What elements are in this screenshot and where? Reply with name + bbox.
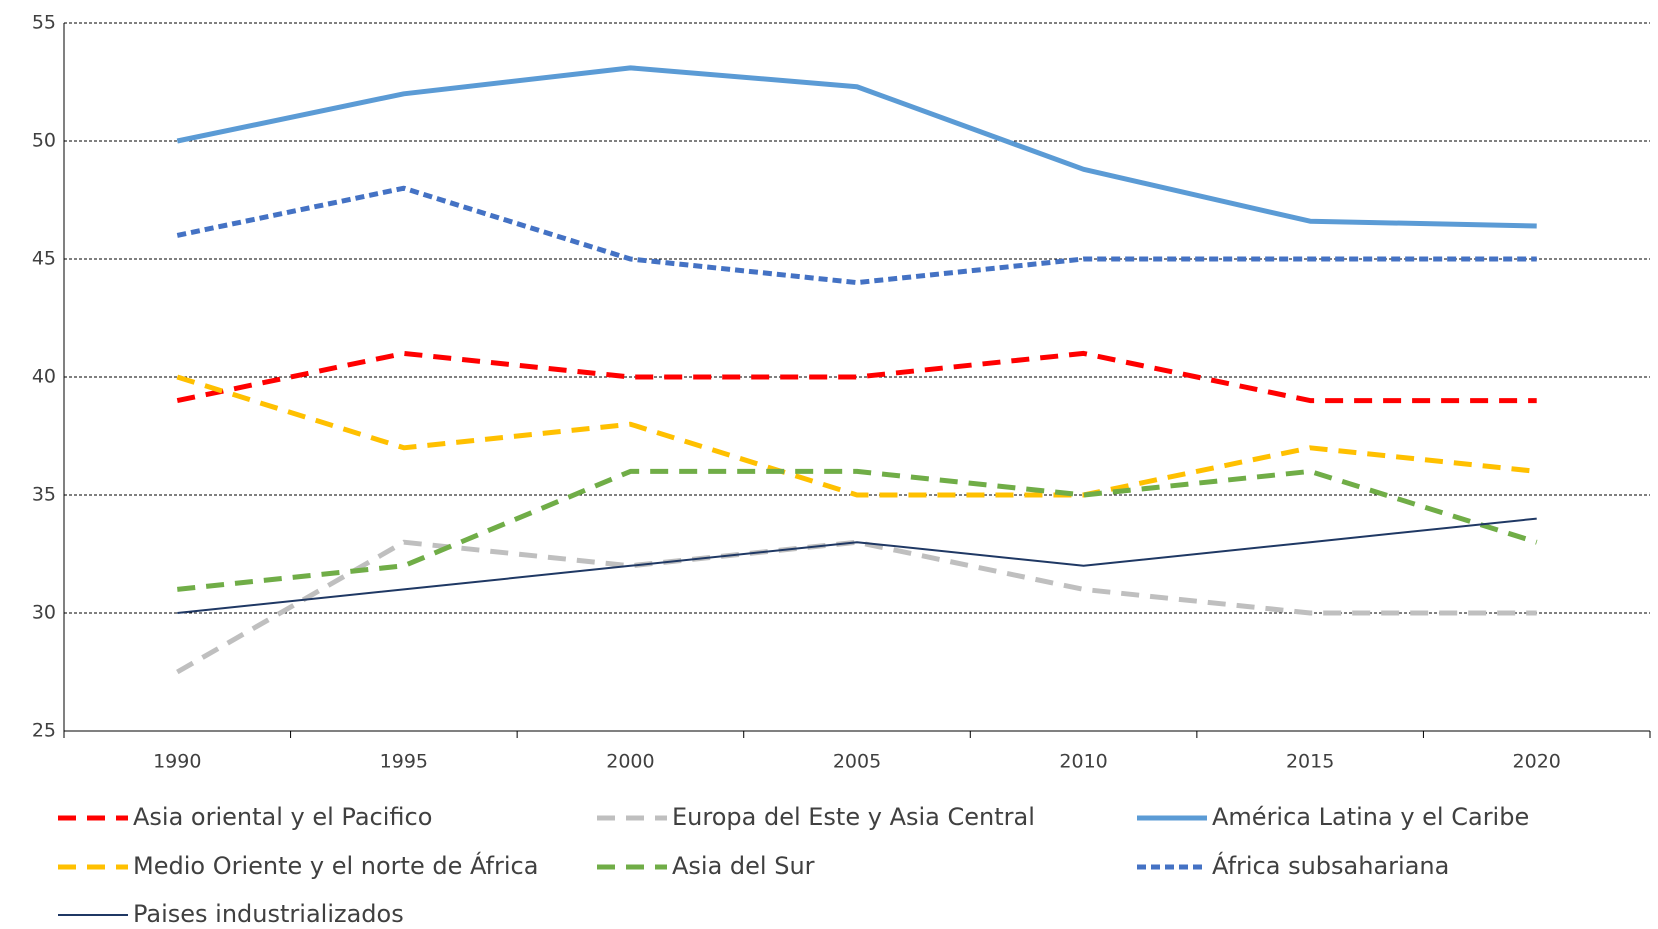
legend-label: Asia del Sur xyxy=(672,852,815,880)
y-tick-label: 40 xyxy=(32,366,56,388)
x-tick-label: 2000 xyxy=(606,751,654,773)
series-line xyxy=(176,65,1537,229)
x-tick-label: 2020 xyxy=(1513,751,1561,773)
legend-label: Europa del Este y Asia Central xyxy=(672,803,1035,831)
series-line xyxy=(177,468,1538,592)
series-line xyxy=(177,517,1537,614)
y-tick-label: 50 xyxy=(32,130,56,152)
y-tick-label: 35 xyxy=(32,484,56,506)
x-tick-label: 2015 xyxy=(1286,751,1334,773)
x-tick-label: 2005 xyxy=(833,751,881,773)
legend-label: Medio Oriente y el norte de África xyxy=(133,851,538,880)
x-tick-label: 1990 xyxy=(153,751,201,773)
y-tick-label: 25 xyxy=(32,720,56,742)
x-tick-label: 1995 xyxy=(380,751,428,773)
y-tick-label: 55 xyxy=(32,12,56,34)
y-tick-label: 45 xyxy=(32,248,56,270)
series-line xyxy=(176,185,1537,286)
legend-label: África subsahariana xyxy=(1212,851,1449,880)
x-tick-label: 2010 xyxy=(1059,751,1107,773)
series-line xyxy=(176,350,1537,404)
legend-label: Asia oriental y el Pacifico xyxy=(133,803,432,831)
legend-label: Paises industrializados xyxy=(133,900,404,928)
series-line xyxy=(176,539,1537,675)
y-tick-label: 30 xyxy=(32,602,56,624)
legend-label: América Latina y el Caribe xyxy=(1212,803,1529,831)
series-line xyxy=(176,374,1537,498)
